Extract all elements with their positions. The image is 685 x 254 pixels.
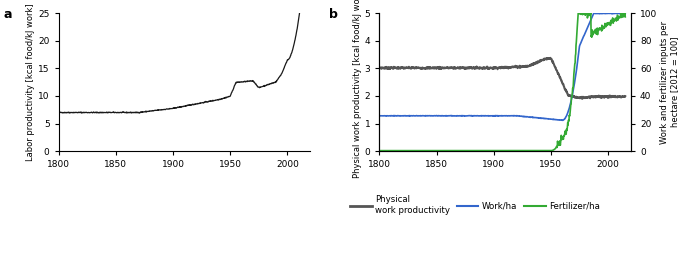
Y-axis label: Labor productivity [kcal food/kJ work]: Labor productivity [kcal food/kJ work] [26, 3, 36, 161]
Legend: Physical
work productivity, Work/ha, Fertilizer/ha: Physical work productivity, Work/ha, Fer… [347, 192, 603, 218]
Y-axis label: Physical work productivity [kcal food/kJ work]: Physical work productivity [kcal food/kJ… [353, 0, 362, 178]
Y-axis label: Work and fertilizer inputs per
hectare [2012 = 100]: Work and fertilizer inputs per hectare [… [660, 21, 680, 144]
Text: a: a [3, 8, 12, 21]
Text: b: b [329, 8, 338, 21]
